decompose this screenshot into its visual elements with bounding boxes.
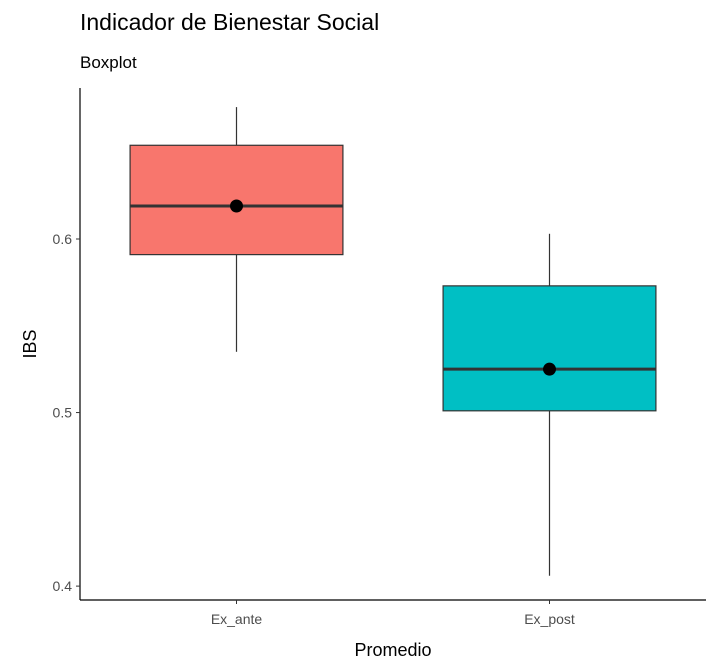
x-tick-label: Ex_post [524, 611, 575, 627]
chart-subtitle: Boxplot [80, 53, 137, 72]
y-axis-label: IBS [20, 329, 40, 358]
y-tick-label: 0.6 [53, 231, 73, 247]
y-tick-label: 0.5 [53, 405, 73, 421]
x-axis-label: Promedio [354, 640, 431, 660]
x-tick-label: Ex_ante [211, 611, 263, 627]
box [442, 285, 657, 412]
mean-dot [543, 362, 556, 376]
y-tick-label: 0.4 [53, 578, 73, 594]
chart-title: Indicador de Bienestar Social [80, 9, 379, 35]
mean-dot [230, 199, 243, 213]
